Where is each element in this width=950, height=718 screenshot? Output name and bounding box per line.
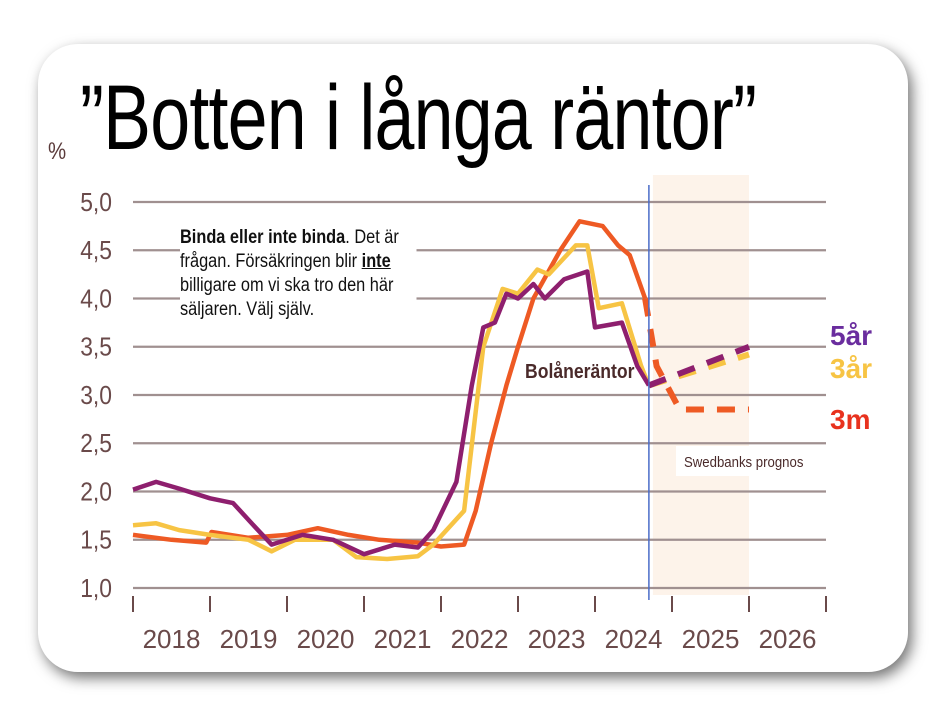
y-tick-label: 4,5 <box>80 237 112 266</box>
chart-title: ”Botten i långa räntor” <box>80 67 757 169</box>
y-tick-label: 1,0 <box>80 575 112 604</box>
note-part2: billigare om vi ska tro den här säljaren… <box>180 275 394 320</box>
y-tick-label: 2,0 <box>80 478 112 507</box>
note-underlined: inte <box>361 251 391 272</box>
y-tick-label: 1,5 <box>80 526 112 555</box>
forecast-line-5år <box>647 344 751 389</box>
series-line-3år <box>132 243 651 562</box>
x-tick-label: 2024 <box>605 624 663 654</box>
chart-card <box>38 44 908 672</box>
y-tick-label: 3,0 <box>80 382 112 411</box>
x-tick-label: 2022 <box>451 624 509 654</box>
note-part1: . Det är frågan. Försäkringen blir <box>180 227 399 272</box>
y-axis-label: % <box>48 138 67 165</box>
y-tick-label: 2,5 <box>80 430 112 459</box>
series-end-label: 3år <box>830 353 872 384</box>
forecast-label-box <box>676 446 812 476</box>
y-tick-label: 5,0 <box>80 189 112 218</box>
y-tick-label: 4,0 <box>80 285 112 314</box>
forecast-label: Swedbanks prognos <box>684 453 803 470</box>
forecast-line-3m <box>642 297 749 413</box>
series-end-label: 5år <box>830 320 872 351</box>
x-tick-label: 2026 <box>759 624 817 654</box>
series-line-5år <box>132 269 651 557</box>
x-tick-label: 2018 <box>143 624 201 654</box>
series-end-label: 3m <box>830 404 870 435</box>
forecast-region <box>652 175 749 595</box>
series-line-3m <box>132 219 648 549</box>
x-tick-label: 2025 <box>682 624 740 654</box>
x-tick-label: 2021 <box>374 624 432 654</box>
note-bold: Binda eller inte binda <box>180 227 346 248</box>
x-tick-label: 2019 <box>220 624 278 654</box>
x-tick-label: 2023 <box>528 624 586 654</box>
x-tick-label: 2020 <box>297 624 355 654</box>
chart-note: Binda eller inte binda. Det är frågan. F… <box>180 224 417 324</box>
series-annotation: Bolåneräntor <box>525 360 635 382</box>
y-tick-label: 3,5 <box>80 333 112 362</box>
